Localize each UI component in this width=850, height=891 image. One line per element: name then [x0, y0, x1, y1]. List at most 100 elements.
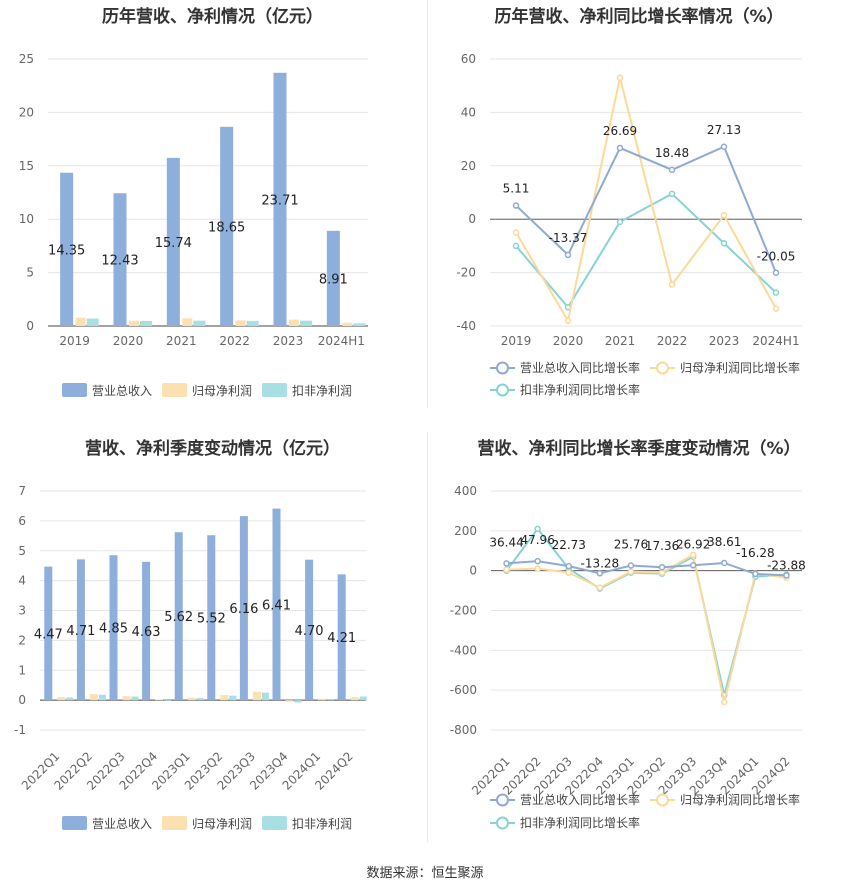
bar-data-label: 6.16 — [229, 602, 258, 617]
bar-2 — [359, 696, 367, 701]
x-tick-label: 2024H1 — [318, 334, 365, 348]
legend-label: 扣非净利润同比增长率 — [520, 382, 640, 397]
legend-swatch — [262, 816, 287, 830]
y-tick-label: -40 — [456, 319, 476, 333]
legend-marker — [656, 361, 669, 375]
bar-1 — [89, 694, 98, 701]
bar-2 — [246, 320, 259, 326]
legend-marker — [656, 793, 669, 807]
bar-data-label: 6.41 — [262, 598, 291, 613]
bar-data-label: 4.21 — [327, 631, 356, 646]
line-data-label: 38.61 — [707, 535, 741, 549]
y-tick-label: 0 — [469, 564, 477, 578]
bar-data-label: 23.71 — [261, 193, 298, 208]
bar-data-label: 4.47 — [34, 627, 63, 642]
series-point-0 — [512, 202, 520, 209]
bar-data-label: 5.52 — [197, 612, 226, 627]
legend-label: 营业总收入 — [92, 817, 152, 831]
divider-bottom — [427, 432, 428, 842]
bar-0 — [273, 72, 287, 327]
bar-1 — [155, 699, 164, 701]
series-line-0 — [515, 145, 777, 274]
x-tick-label: 2019 — [59, 334, 90, 348]
chart-title: 历年营收、净利情况（亿元） — [102, 7, 323, 27]
bar-2 — [294, 700, 302, 703]
y-tick-label: 0 — [26, 319, 34, 333]
series-point-2 — [534, 525, 541, 533]
x-tick-label: 2020 — [553, 334, 584, 348]
legend-swatch — [162, 816, 187, 830]
bar-0 — [272, 508, 281, 701]
bar-0 — [109, 555, 118, 701]
series-point-0 — [772, 269, 780, 276]
bar-data-label: 8.91 — [319, 272, 348, 287]
bar-0 — [337, 574, 346, 701]
x-tick-label: 2021 — [166, 334, 197, 348]
y-tick-label: 6 — [18, 514, 26, 528]
series-point-1 — [564, 317, 572, 324]
y-tick-label: 20 — [461, 159, 476, 173]
line-data-label: 26.69 — [603, 124, 637, 138]
bar-1 — [187, 697, 196, 701]
bar-2 — [229, 695, 237, 701]
bar-1 — [318, 698, 327, 701]
legend-label: 归母净利润 — [192, 817, 252, 831]
y-tick-label: 25 — [19, 52, 34, 66]
bar-1 — [289, 319, 299, 326]
series-line-2 — [515, 192, 777, 310]
y-tick-label: 3 — [18, 604, 26, 618]
bar-data-label: 18.65 — [208, 220, 245, 235]
x-tick-label: 2019 — [501, 334, 532, 348]
bar-data-label: 15.74 — [155, 236, 192, 251]
y-tick-label: 400 — [454, 484, 477, 498]
bar-0 — [166, 157, 180, 326]
series-point-0 — [668, 166, 676, 174]
y-tick-label: 60 — [461, 52, 476, 66]
line-data-label: 36.44 — [489, 535, 523, 549]
bar-2 — [98, 694, 106, 701]
bar-2 — [327, 698, 335, 701]
bar-2 — [300, 320, 312, 326]
line-data-label: 27.13 — [707, 123, 741, 137]
series-point-1 — [616, 74, 624, 81]
y-tick-label: 20 — [19, 105, 34, 119]
y-tick-label: 15 — [19, 159, 34, 173]
bar-data-label: 4.85 — [99, 622, 128, 637]
legend-swatch — [62, 816, 87, 830]
y-tick-label: 10 — [19, 212, 34, 226]
bar-1 — [182, 318, 193, 326]
bar-1 — [75, 317, 86, 326]
series-point-1 — [689, 551, 697, 558]
bar-0 — [174, 532, 183, 701]
series-point-1 — [668, 281, 676, 288]
line-data-label: 25.76 — [614, 538, 648, 552]
bar-data-label: 4.71 — [66, 624, 95, 639]
y-tick-label: 4 — [18, 574, 26, 588]
series-point-2 — [720, 239, 728, 247]
bar-2 — [131, 696, 139, 701]
y-tick-label: 5 — [26, 266, 34, 280]
bar-2 — [164, 700, 172, 701]
bar-0 — [239, 516, 248, 701]
quarterly-growth-panel: 营收、净利同比增长率季度变动情况（%） -800 -600 -400 -200 0 200… — [428, 432, 850, 847]
legend-marker — [496, 793, 509, 807]
x-tick-label: 2023 — [709, 334, 740, 348]
annual-growth-chart: -40 -20 0 20 40 60 5.11 -13.37 26.69 18.48 27.13 -2… — [456, 52, 802, 397]
legend-label: 营业总收入同比增长率 — [520, 792, 640, 807]
legend-label: 扣非净利润同比增长率 — [520, 815, 640, 830]
series-point-1 — [721, 698, 728, 706]
y-tick-label: 200 — [454, 524, 477, 538]
bar-0 — [305, 559, 314, 701]
y-tick-label: -600 — [450, 683, 477, 697]
legend-swatch — [162, 383, 187, 397]
legend-swatch — [62, 383, 87, 397]
y-tick-label: 0 — [468, 212, 476, 226]
series-point-1 — [720, 211, 728, 219]
line-data-label: -13.37 — [549, 231, 588, 245]
bar-2 — [66, 697, 74, 701]
series-line-1 — [515, 77, 777, 324]
series-line-1 — [506, 553, 787, 703]
bar-1 — [220, 695, 229, 701]
legend-label: 归母净利润 — [192, 384, 252, 398]
series-point-2 — [772, 289, 780, 296]
